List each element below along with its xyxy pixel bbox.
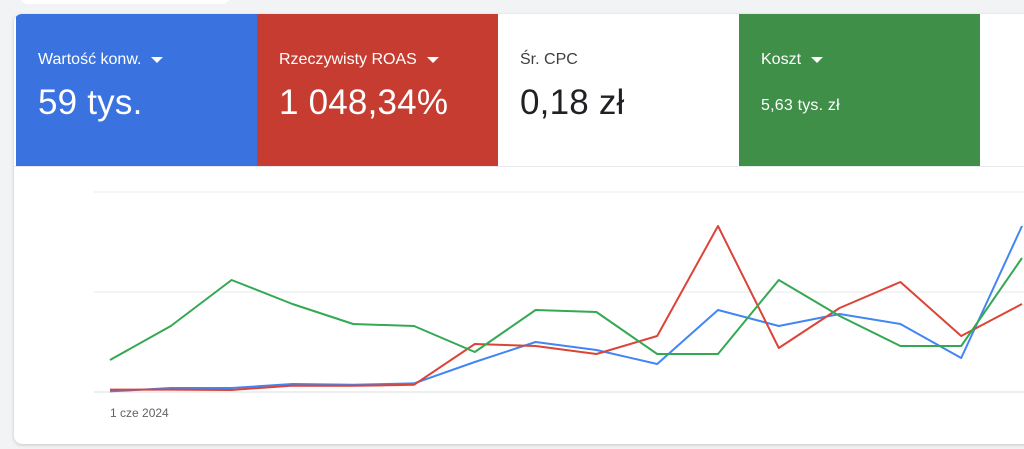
top-tab-edge: [20, 0, 230, 4]
metric-roas[interactable]: Rzeczywisty ROAS 1 048,34%: [257, 14, 498, 166]
chart-grid: [94, 191, 1024, 393]
dropdown-caret-icon[interactable]: [811, 57, 824, 63]
series-line-1: [110, 225, 1023, 391]
series-line-2: [109, 257, 1023, 361]
metric-avg-cpc[interactable]: Śr. CPC 0,18 zł: [498, 14, 739, 166]
metric-value: 5,63 tys. zł: [761, 97, 840, 114]
x-axis-label: 1 cze 2024: [110, 406, 169, 420]
metric-value: 0,18 zł: [520, 83, 625, 122]
divider: [14, 166, 1024, 167]
chart-series: [109, 225, 1023, 393]
series-line-0: [109, 225, 1023, 393]
metric-label: Wartość konw.: [38, 51, 142, 68]
line-chart: [94, 191, 1024, 393]
metric-label: Rzeczywisty ROAS: [279, 51, 417, 68]
metric-tiles: Wartość konw. 59 tys. Rzeczywisty ROAS 1…: [14, 14, 1024, 166]
metric-value: 1 048,34%: [279, 83, 449, 122]
metric-conversion-value[interactable]: Wartość konw. 59 tys.: [16, 14, 257, 166]
metric-label: Śr. CPC: [520, 51, 578, 68]
metric-cost[interactable]: Koszt 5,63 tys. zł: [739, 14, 980, 166]
metric-value: 59 tys.: [38, 83, 143, 122]
performance-card: Wartość konw. 59 tys. Rzeczywisty ROAS 1…: [14, 14, 1024, 444]
metric-label: Koszt: [761, 51, 802, 68]
dropdown-caret-icon[interactable]: [151, 57, 164, 63]
dropdown-caret-icon[interactable]: [426, 57, 439, 63]
